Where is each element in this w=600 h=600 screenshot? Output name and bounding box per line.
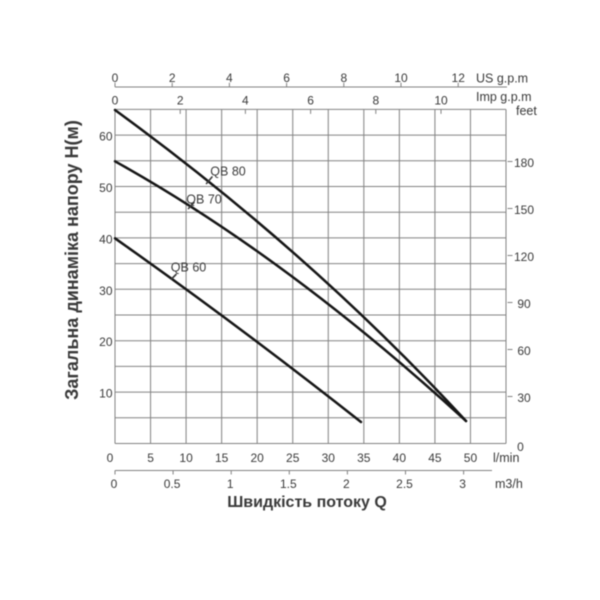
svg-text:45: 45	[428, 451, 442, 465]
svg-text:0: 0	[111, 477, 118, 491]
svg-text:0: 0	[517, 440, 524, 454]
svg-text:6: 6	[307, 93, 314, 107]
svg-text:10: 10	[179, 451, 193, 465]
svg-text:3: 3	[459, 477, 466, 491]
svg-text:180: 180	[514, 156, 534, 170]
svg-text:Загальна динаміка напору Н(м): Загальна динаміка напору Н(м)	[62, 120, 82, 400]
svg-text:4: 4	[242, 93, 249, 107]
svg-text:10: 10	[99, 387, 113, 401]
svg-text:0.5: 0.5	[164, 477, 181, 491]
svg-text:0: 0	[112, 71, 119, 85]
svg-text:4: 4	[226, 71, 233, 85]
svg-text:2: 2	[177, 93, 184, 107]
svg-text:2: 2	[343, 477, 350, 491]
svg-text:QB 80: QB 80	[210, 165, 245, 179]
svg-text:8: 8	[340, 71, 347, 85]
svg-text:20: 20	[99, 335, 113, 349]
svg-text:12: 12	[452, 71, 466, 85]
svg-text:30: 30	[322, 451, 336, 465]
svg-text:35: 35	[357, 451, 371, 465]
svg-text:2: 2	[169, 71, 176, 85]
svg-text:m3/h: m3/h	[495, 477, 523, 491]
svg-text:QB 60: QB 60	[171, 261, 206, 275]
svg-text:120: 120	[514, 250, 534, 264]
svg-text:10: 10	[434, 93, 448, 107]
svg-text:30: 30	[99, 284, 113, 298]
svg-text:Imp g.p.m: Imp g.p.m	[476, 90, 532, 104]
svg-text:60: 60	[517, 344, 531, 358]
svg-text:10: 10	[394, 71, 408, 85]
svg-text:QB 70: QB 70	[186, 193, 221, 207]
svg-text:Швидкість потоку Q: Швидкість потоку Q	[227, 494, 387, 511]
svg-text:8: 8	[372, 93, 379, 107]
svg-text:90: 90	[517, 297, 531, 311]
svg-text:5: 5	[147, 451, 154, 465]
svg-text:0: 0	[112, 93, 119, 107]
svg-text:40: 40	[99, 232, 113, 246]
svg-text:40: 40	[393, 451, 407, 465]
svg-text:1: 1	[227, 477, 234, 491]
svg-text:60: 60	[99, 130, 113, 144]
svg-text:30: 30	[517, 391, 531, 405]
svg-text:15: 15	[215, 451, 229, 465]
svg-text:50: 50	[464, 451, 478, 465]
svg-text:0: 0	[107, 451, 114, 465]
svg-text:6: 6	[283, 71, 290, 85]
svg-text:US g.p.m: US g.p.m	[476, 72, 528, 86]
svg-text:l/min: l/min	[493, 451, 519, 465]
svg-text:25: 25	[286, 451, 300, 465]
svg-text:2.5: 2.5	[396, 477, 413, 491]
svg-text:50: 50	[99, 181, 113, 195]
svg-text:feet: feet	[516, 104, 537, 118]
svg-text:1.5: 1.5	[280, 477, 297, 491]
svg-text:20: 20	[251, 451, 265, 465]
svg-text:150: 150	[514, 203, 534, 217]
